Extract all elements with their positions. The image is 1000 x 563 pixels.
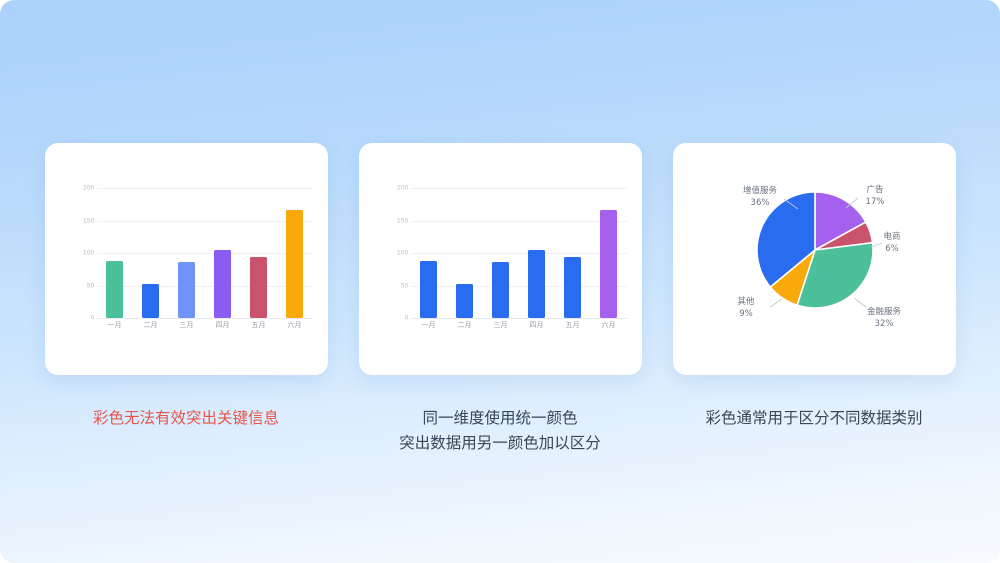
chart-card-row: 0 50 100 150 200 一月 二月 三月 四月 五月 六月 0 50 100 150 200 一…	[0, 143, 1000, 375]
pie-label-广告: 广告	[866, 184, 883, 195]
caption-pie: 彩色通常用于区分不同数据类别	[673, 406, 956, 476]
bar-一月[interactable]	[420, 260, 437, 318]
bar-slot	[205, 188, 241, 318]
pie-leader-line	[845, 197, 858, 209]
bar-chart-2-y-axis: 0 50 100 150 200	[387, 184, 411, 322]
gridline	[96, 253, 313, 254]
pie-label-增值服务: 增值服务	[742, 185, 777, 196]
bar-四月[interactable]	[528, 250, 545, 318]
x-tick-label: 四月	[529, 321, 544, 329]
bar-chart-1-bars	[97, 188, 313, 318]
y-tick-label: 200	[397, 184, 409, 192]
pie-slice-金融服务[interactable]	[795, 241, 874, 309]
caption-unified: 同一维度使用统一颜色突出数据用另一颜色加以区分	[359, 406, 642, 476]
pie-label-金融服务: 金融服务	[866, 306, 901, 317]
bar-二月[interactable]	[142, 284, 159, 318]
bar-slot	[241, 188, 277, 318]
x-tick-label: 一月	[107, 321, 122, 329]
caption-line: 彩色无法有效突出关键信息	[92, 409, 279, 427]
y-tick-label: 0	[404, 314, 409, 322]
card-bar-chart-unified[interactable]: 0 50 100 150 200 一月 二月 三月 四月 五月 六月	[358, 143, 642, 375]
caption-line: 同一维度使用统一颜色	[422, 409, 578, 427]
bar-slot	[591, 188, 627, 318]
bar-chart-1-y-axis: 0 50 100 150 200	[73, 184, 97, 322]
x-tick-label: 一月	[421, 321, 436, 329]
caption-row: 彩色无法有效突出关键信息 同一维度使用统一颜色突出数据用另一颜色加以区分 彩色通…	[0, 406, 1000, 476]
pie-chart-plot: 增值服务 36% 金融服务 32% 广告 17% 其他 9% 电商 6%	[673, 143, 956, 375]
caption-line: 突出数据用另一颜色加以区分	[399, 434, 601, 452]
pie-label-其他: 其他	[737, 296, 755, 307]
x-tick-label: 二月	[143, 321, 158, 329]
bar-六月[interactable]	[600, 210, 617, 318]
x-tick-label: 六月	[601, 321, 616, 329]
card-pie-chart[interactable]: 增值服务 36% 金融服务 32% 广告 17% 其他 9% 电商 6%	[672, 143, 956, 375]
card-bar-chart-multicolor[interactable]: 0 50 100 150 200 一月 二月 三月 四月 五月 六月	[44, 143, 328, 375]
pie-leader-line	[870, 242, 882, 248]
caption-line: 彩色通常用于区分不同数据类别	[705, 409, 923, 427]
gridline	[96, 188, 313, 189]
pie-leader-line	[769, 298, 782, 308]
bar-五月[interactable]	[564, 256, 581, 318]
caption-multicolor: 彩色无法有效突出关键信息	[45, 406, 328, 476]
gridline	[410, 285, 627, 287]
bar-slot	[97, 188, 133, 318]
x-tick-label: 五月	[251, 321, 266, 329]
bar-slot	[133, 188, 169, 318]
gridline	[96, 318, 313, 319]
pie-chart-svg: 增值服务 36% 金融服务 32% 广告 17% 其他 9% 电商 6%	[737, 184, 901, 329]
bar-slot	[555, 188, 591, 318]
bar-slot	[169, 188, 205, 318]
y-tick-label: 200	[83, 184, 95, 192]
x-tick-label: 二月	[457, 321, 472, 329]
y-tick-label: 100	[83, 249, 95, 257]
x-tick-label: 四月	[215, 321, 230, 329]
bar-chart-1-x-axis: 一月 二月 三月 四月 五月 六月	[97, 320, 313, 330]
bar-chart-1-gridlines	[96, 188, 313, 319]
bar-slot	[447, 188, 483, 318]
y-tick-label: 150	[397, 217, 409, 224]
pie-leader-line	[853, 297, 866, 308]
y-tick-label: 100	[397, 249, 409, 257]
gridline	[410, 253, 627, 254]
pie-slice-广告[interactable]	[813, 191, 867, 252]
gridline	[410, 220, 627, 222]
bar-chart-2-x-axis: 一月 二月 三月 四月 五月 六月	[411, 320, 627, 330]
bar-五月[interactable]	[250, 256, 267, 318]
pie-value-电商: 6%	[885, 244, 899, 254]
bar-chart-2-plot: 0 50 100 150 200 一月 二月 三月 四月 五月 六月	[387, 184, 627, 329]
y-tick-label: 50	[86, 282, 95, 289]
x-tick-label: 三月	[179, 321, 194, 329]
bar-六月[interactable]	[286, 210, 303, 318]
x-tick-label: 五月	[565, 321, 580, 329]
bar-chart-2-gridlines	[410, 188, 627, 319]
bar-slot	[483, 188, 519, 318]
bar-二月[interactable]	[456, 284, 473, 318]
x-tick-label: 六月	[287, 321, 302, 329]
bar-slot	[411, 188, 447, 318]
pie-value-金融服务: 32%	[874, 319, 893, 329]
bar-chart-1-plot: 0 50 100 150 200 一月 二月 三月 四月 五月 六月	[73, 184, 313, 329]
bar-一月[interactable]	[106, 260, 123, 318]
y-tick-label: 0	[90, 314, 95, 322]
bar-三月[interactable]	[492, 262, 509, 318]
gridline	[410, 188, 627, 189]
bar-四月[interactable]	[214, 250, 231, 318]
pie-value-其他: 9%	[739, 309, 753, 319]
pie-value-增值服务: 36%	[750, 198, 769, 208]
x-tick-label: 三月	[493, 321, 508, 329]
bar-chart-2-bars	[411, 188, 627, 318]
pie-label-电商: 电商	[883, 231, 900, 242]
bar-slot	[519, 188, 555, 318]
bar-三月[interactable]	[178, 262, 195, 318]
gridline	[96, 220, 313, 222]
gridline	[96, 285, 313, 287]
y-tick-label: 150	[83, 217, 95, 224]
y-tick-label: 50	[400, 282, 409, 289]
pie-leader-line	[783, 198, 798, 210]
bar-slot	[277, 188, 313, 318]
pie-slice-增值服务[interactable]	[755, 191, 816, 289]
pie-value-广告: 17%	[865, 197, 884, 207]
gridline	[410, 318, 627, 319]
